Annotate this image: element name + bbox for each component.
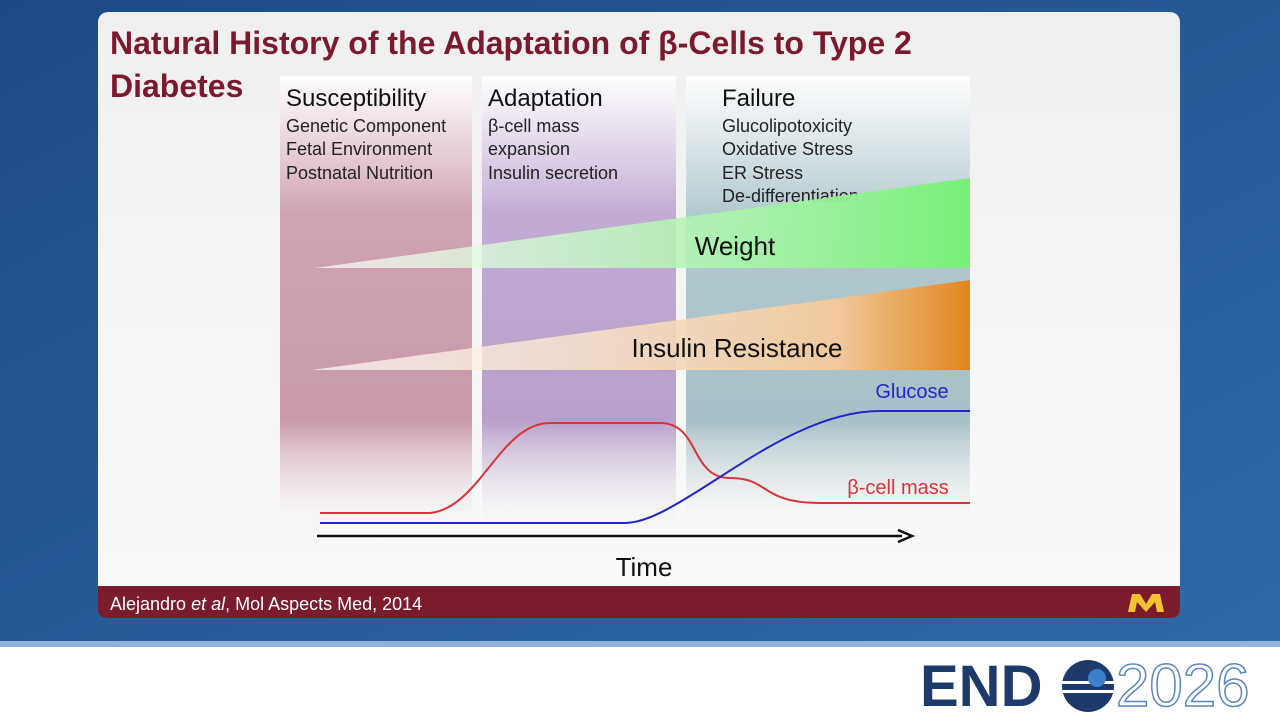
arrow-head [897, 528, 916, 544]
logo-text: 2026 [1116, 652, 1249, 719]
citation-bar [98, 586, 1180, 618]
glucose-curve [320, 410, 970, 524]
curve-label: β-cell mass [847, 477, 949, 499]
phase-item: ER Stress [722, 163, 803, 183]
wedge-label: Insulin Resistance [632, 333, 843, 363]
phase-header: Susceptibility [286, 85, 426, 112]
citation-author: Alejandro [110, 594, 186, 614]
phase-item: expansion [488, 139, 570, 159]
divider [0, 641, 1280, 647]
phase-item: Genetic Component [286, 116, 446, 136]
citation: Alejandro et al, Mol Aspects Med, 2014 [110, 594, 422, 614]
title: Natural History of the Adaptation of β-C… [110, 25, 912, 61]
weight-wedge [315, 178, 970, 268]
citation-source: , Mol Aspects Med, 2014 [225, 594, 422, 614]
university-logo [1128, 594, 1164, 612]
phase-item: β-cell mass [488, 116, 579, 136]
phase-item: Insulin secretion [488, 163, 618, 183]
curve-label: Glucose [875, 381, 948, 403]
wedge-label: Weight [695, 231, 776, 261]
axis-label: Time [616, 552, 673, 582]
insulin-resistance-wedge [312, 280, 970, 370]
citation-etal: et al [191, 594, 226, 614]
phase-item: Oxidative Stress [722, 139, 853, 159]
title: Diabetes [110, 68, 243, 104]
phase-column [482, 76, 676, 536]
phase-item: Glucolipotoxicity [722, 116, 852, 136]
phase-header: Failure [722, 85, 795, 112]
phase-column [280, 76, 472, 536]
phase-item: Fetal Environment [286, 139, 432, 159]
logo-text: END [920, 654, 1042, 719]
logo-globe [1060, 660, 1116, 712]
phase-item: Postnatal Nutrition [286, 163, 433, 183]
phase-header: Adaptation [488, 85, 603, 112]
beta-cell-curve [320, 422, 970, 514]
